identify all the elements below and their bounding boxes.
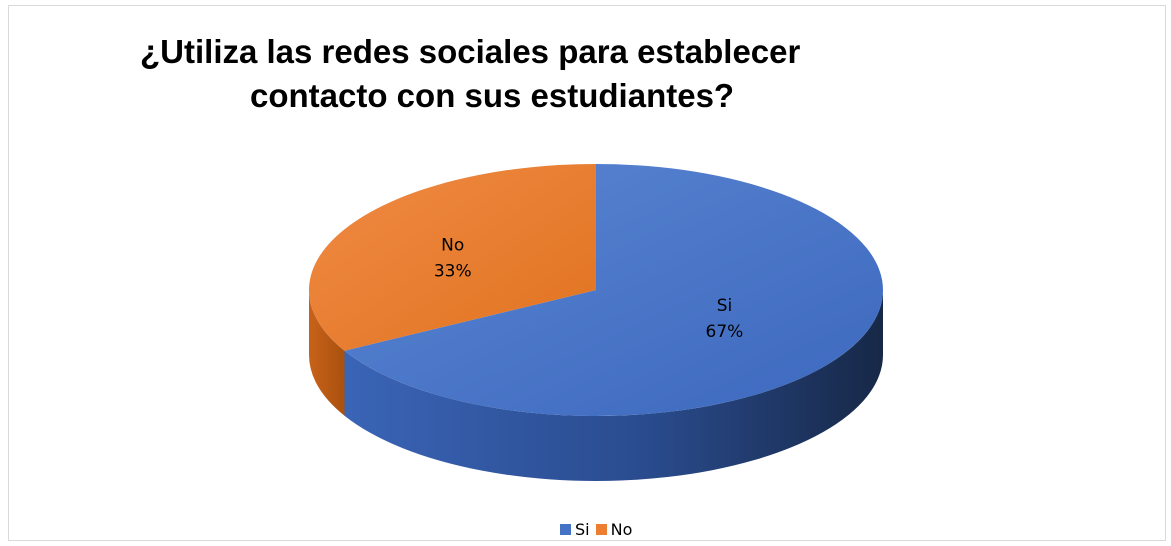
chart-title: ¿Utiliza las redes sociales para estable…: [40, 30, 1040, 118]
legend-item-no: No: [595, 519, 633, 539]
legend-swatch-si: [560, 523, 571, 535]
legend: Si No: [560, 519, 632, 539]
pie-side-no: [309, 290, 345, 416]
pie-side-si: [344, 290, 883, 481]
chart-title-line-1: ¿Utiliza las redes sociales para estable…: [140, 33, 801, 70]
data-label-no-percent: 33%: [434, 262, 472, 282]
legend-label-si: Si: [575, 519, 590, 539]
pie-sides: [309, 290, 883, 481]
pie-slice-no[interactable]: [309, 164, 596, 351]
chart-title-line-2: contacto con sus estudiantes?: [250, 77, 735, 114]
pie-slice-si[interactable]: [344, 164, 884, 416]
pie-labels: Si 67% No 33%: [434, 236, 744, 342]
legend-swatch-no: [595, 523, 607, 535]
data-label-si-category: Si: [717, 296, 733, 316]
pie-slices: [309, 164, 884, 416]
data-label-si-percent: 67%: [706, 322, 744, 342]
legend-label-no: No: [610, 519, 633, 539]
data-label-no-category: No: [441, 236, 464, 256]
legend-item-si: Si: [560, 520, 590, 539]
